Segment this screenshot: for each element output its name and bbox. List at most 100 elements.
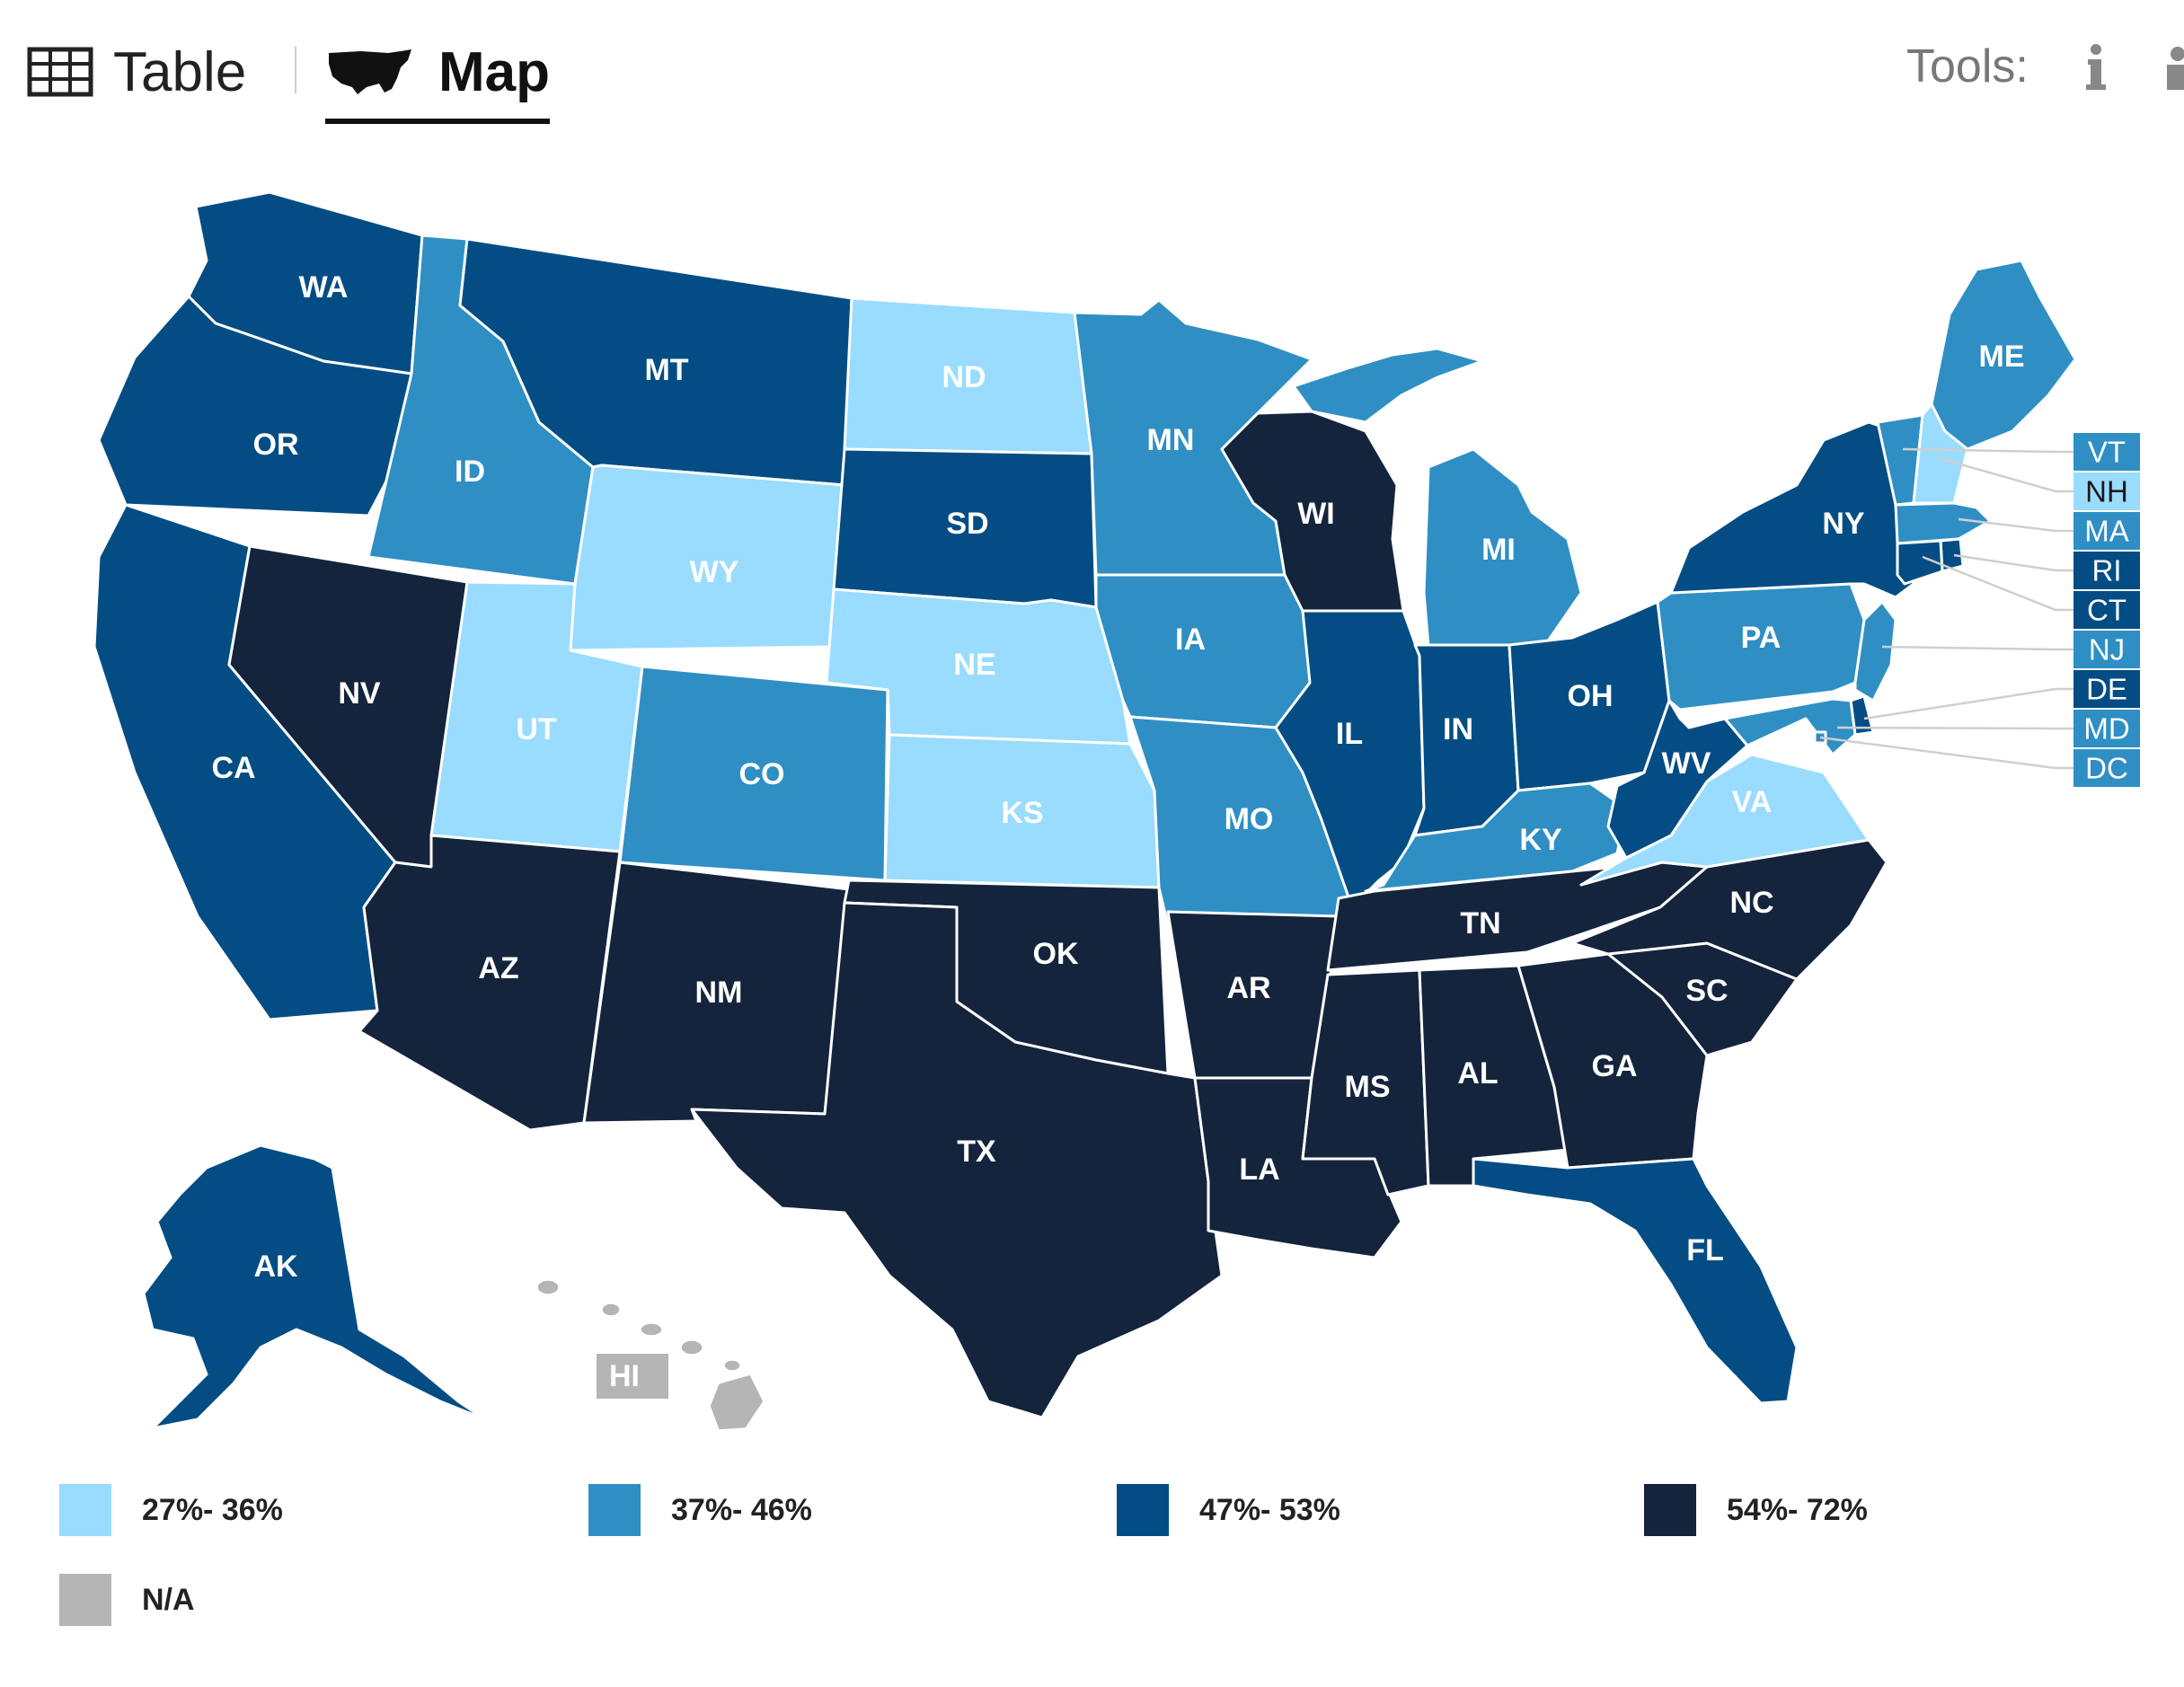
callout-box-nj[interactable]: [2073, 631, 2140, 668]
callout-line-md: [1836, 726, 2073, 730]
legend-swatch-bin1: [59, 1484, 111, 1536]
callout-label-nj: NJ: [2089, 633, 2125, 667]
state-label-wa: WA: [299, 270, 349, 305]
state-label-oh: OH: [1568, 679, 1614, 713]
callout-line-nj: [1881, 645, 2073, 651]
state-AK[interactable]: [142, 1144, 487, 1430]
us-choropleth-map: WA OR CA NV ID MT WY UT AZ CO NM ND SD NE KS OK TX MN IA MO…: [93, 190, 2140, 1431]
state-label-hi: HI: [609, 1359, 640, 1393]
state-label-mt: MT: [644, 353, 688, 387]
state-label-nd: ND: [942, 360, 986, 394]
state-CT[interactable]: [1896, 539, 1944, 586]
state-TX[interactable]: [690, 901, 1224, 1419]
info-icon[interactable]: [2082, 43, 2109, 92]
state-NJ[interactable]: [1853, 600, 1897, 702]
callout-label-nh: NH: [2085, 475, 2128, 508]
legend-item-bin2: 37%- 46%: [588, 1484, 812, 1536]
callout-line-dc: [1819, 736, 2073, 770]
state-MI[interactable]: [1422, 447, 1583, 649]
state-FL[interactable]: [1472, 1157, 1799, 1405]
state-label-ok: OK: [1033, 937, 1079, 971]
state-label-wi: WI: [1297, 497, 1335, 531]
state-label-ne: NE: [953, 648, 995, 682]
legend-label-na: N/A: [142, 1582, 195, 1617]
tab-map[interactable]: Map: [325, 27, 550, 124]
state-label-fl: FL: [1686, 1233, 1724, 1267]
legend-swatch-na: [59, 1574, 111, 1626]
callout-line-vt: [1902, 447, 2073, 454]
tools-label: Tools:: [1906, 40, 2029, 93]
callout-label-dc: DC: [2085, 752, 2128, 785]
state-label-nm: NM: [695, 976, 743, 1010]
legend-item-bin3: 47%- 53%: [1117, 1484, 1340, 1536]
state-label-pa: PA: [1741, 621, 1782, 655]
tab-table[interactable]: Table: [27, 27, 246, 117]
share-icon[interactable]: [2158, 43, 2184, 92]
state-label-or: OR: [253, 428, 299, 462]
state-label-ny: NY: [1822, 507, 1865, 541]
callout-box-ma[interactable]: [2073, 512, 2140, 550]
tab-separator: [295, 47, 296, 93]
state-label-sd: SD: [946, 507, 988, 541]
state-label-ga: GA: [1592, 1049, 1638, 1083]
state-label-ky: KY: [1519, 823, 1562, 857]
legend-item-bin4: 54%- 72%: [1644, 1484, 1868, 1536]
tab-table-label: Table: [113, 40, 247, 103]
callout-box-ri[interactable]: [2073, 552, 2140, 589]
state-label-mo: MO: [1225, 802, 1274, 836]
legend-label-bin2: 37%- 46%: [671, 1492, 812, 1527]
state-label-ak: AK: [253, 1250, 298, 1284]
callout-label-vt: VT: [2088, 436, 2126, 469]
state-label-va: VA: [1732, 785, 1773, 819]
legend-swatch-bin4: [1644, 1484, 1696, 1536]
callout-label-md: MD: [2083, 712, 2129, 746]
callout-line-de: [1863, 687, 2073, 720]
state-label-ks: KS: [1001, 796, 1043, 830]
state-NC[interactable]: [1570, 838, 1888, 981]
state-WI[interactable]: [1220, 410, 1405, 613]
callout-box-md[interactable]: [2073, 710, 2140, 747]
state-NY[interactable]: [1669, 420, 1915, 599]
state-label-co: CO: [739, 757, 785, 791]
state-MA[interactable]: [1894, 501, 1992, 545]
state-label-in: IN: [1443, 712, 1473, 746]
state-label-id: ID: [455, 455, 485, 489]
view-toolbar: Table Map Tools:: [0, 0, 2184, 126]
callout-box-nh[interactable]: [2073, 473, 2140, 510]
state-label-ms: MS: [1345, 1070, 1391, 1104]
us-map-icon: [329, 49, 411, 94]
state-label-me: ME: [1979, 340, 2025, 374]
small-state-callouts: VT NH MA RI CT NJ DE MD DC: [1819, 433, 2140, 787]
map-legend: 27%- 36% 37%- 46% 47%- 53% 54%- 72% N/A: [0, 1455, 2184, 1671]
legend-swatch-bin3: [1117, 1484, 1169, 1536]
callout-label-ma: MA: [2084, 515, 2129, 548]
state-label-wv: WV: [1662, 746, 1711, 781]
legend-label-bin1: 27%- 36%: [142, 1492, 283, 1527]
state-MI-upper[interactable]: [1292, 347, 1484, 424]
state-label-box-hi: [597, 1354, 668, 1399]
callout-box-vt[interactable]: [2073, 433, 2140, 471]
legend-item-na: N/A: [59, 1574, 195, 1626]
tab-map-label: Map: [438, 40, 550, 103]
callout-box-de[interactable]: [2073, 670, 2140, 708]
state-NE[interactable]: [825, 587, 1132, 746]
state-label-ca: CA: [211, 751, 255, 785]
legend-item-bin1: 27%- 36%: [59, 1484, 283, 1536]
state-HI[interactable]: [536, 1279, 765, 1431]
callout-box-ct[interactable]: [2073, 591, 2140, 629]
legend-label-bin4: 54%- 72%: [1727, 1492, 1868, 1527]
callout-line-ct: [1922, 555, 2073, 612]
legend-swatch-bin2: [588, 1484, 641, 1536]
state-label-nc: NC: [1729, 886, 1773, 920]
legend-label-bin3: 47%- 53%: [1199, 1492, 1340, 1527]
state-label-ut: UT: [516, 712, 557, 746]
state-label-nv: NV: [338, 676, 381, 711]
state-label-mi: MI: [1481, 533, 1516, 567]
state-label-az: AZ: [478, 951, 518, 985]
state-label-tn: TN: [1460, 906, 1500, 941]
callout-box-dc[interactable]: [2073, 749, 2140, 787]
state-label-sc: SC: [1685, 974, 1728, 1008]
state-label-al: AL: [1457, 1056, 1498, 1091]
callout-line-ma: [1958, 517, 2073, 533]
callout-label-ri: RI: [2092, 554, 2122, 587]
